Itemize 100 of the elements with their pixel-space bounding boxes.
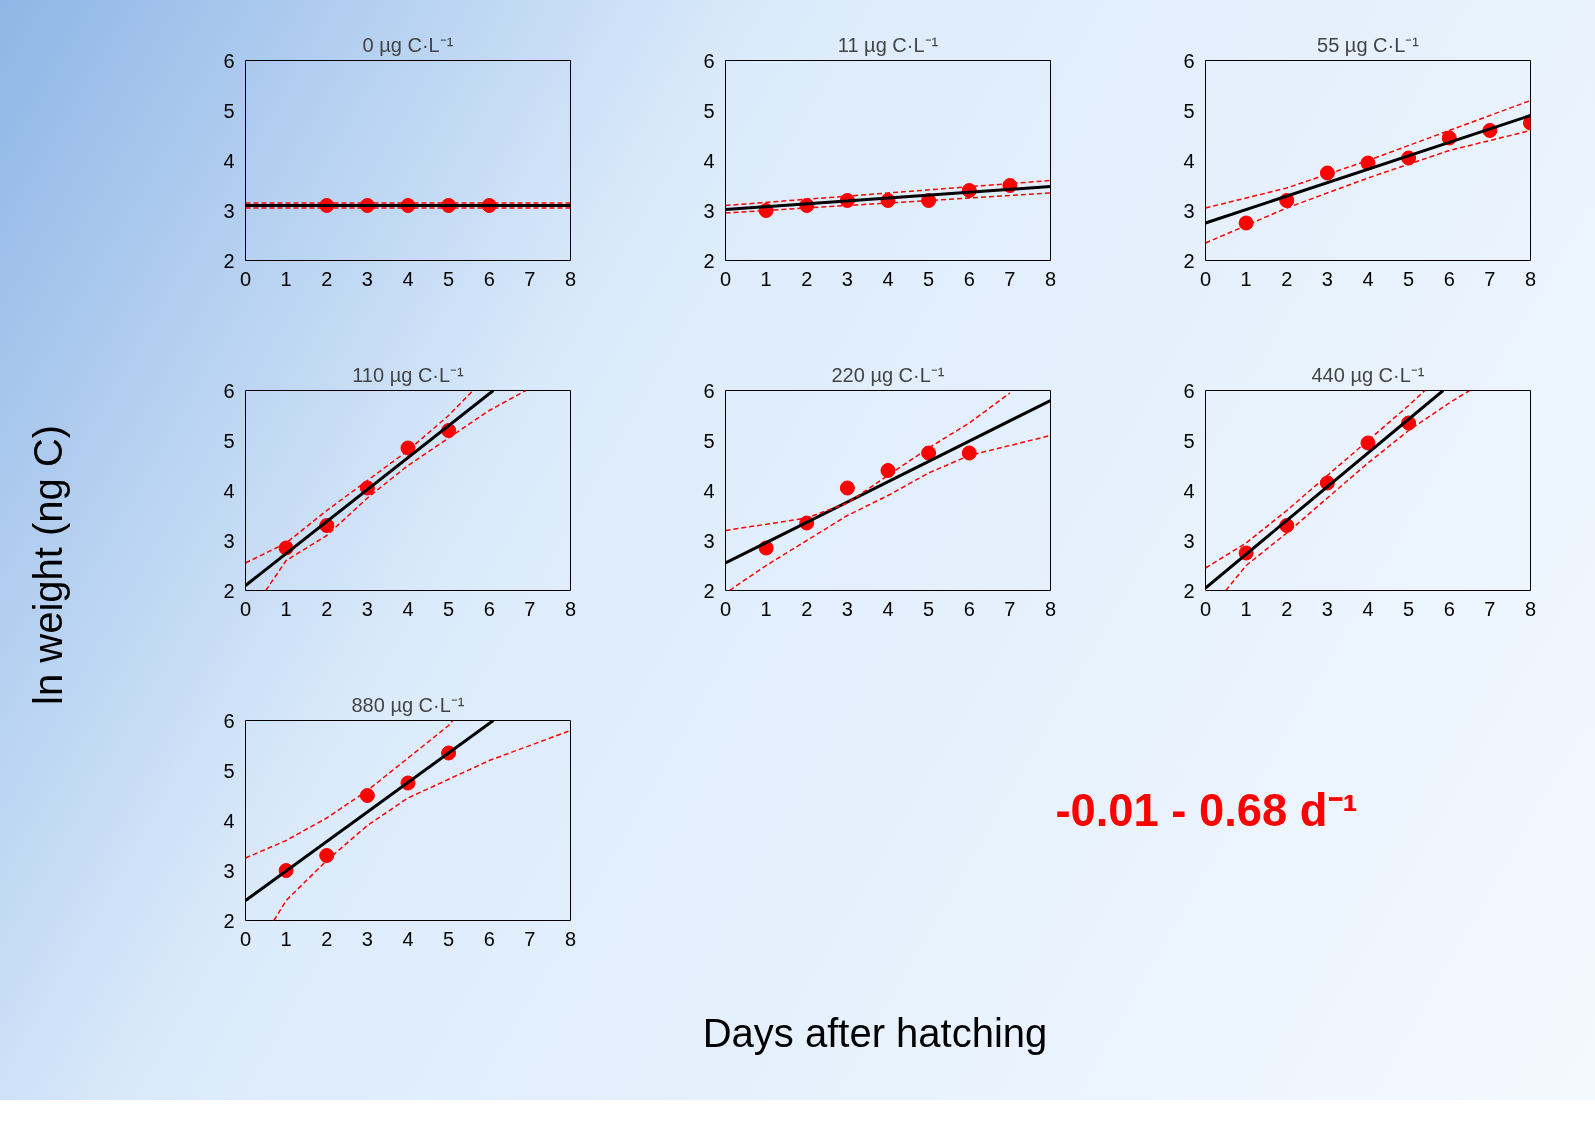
y-tick-label: 2 (703, 579, 715, 602)
x-tick-label: 6 (963, 597, 975, 620)
x-tick-label: 4 (1362, 267, 1374, 290)
point (961, 445, 977, 461)
y-tick-label: 3 (703, 199, 715, 222)
x-tick-label: 3 (361, 597, 373, 620)
y-tick-label: 4 (703, 479, 715, 502)
y-tick-label: 4 (223, 809, 235, 832)
x-tick-label: 7 (1004, 267, 1016, 290)
y-tick-label: 3 (703, 529, 715, 552)
x-tick-label: 4 (402, 267, 414, 290)
chart-title: 220 µg C·L⁻¹ (831, 363, 945, 386)
y-tick-label: 6 (223, 379, 235, 402)
y-tick-label: 3 (223, 199, 235, 222)
x-tick-label: 8 (1044, 597, 1057, 620)
text: -0.01 - 0.68 d⁻¹ (1055, 785, 1358, 836)
x-tick-label: 5 (923, 597, 935, 620)
y-tick-label: 4 (223, 149, 235, 172)
y-tick-label: 5 (703, 429, 715, 452)
y-tick-label: 6 (703, 379, 715, 402)
line-series (728, 434, 1051, 591)
line-series (725, 392, 1011, 532)
y-tick-label: 5 (1183, 99, 1195, 122)
x-tick-label: 0 (719, 597, 732, 620)
point (359, 788, 375, 803)
x-tick-label: 6 (483, 597, 495, 620)
x-tick-label: 2 (801, 267, 813, 290)
y-tick-label: 4 (1183, 479, 1195, 502)
y-tick-label: 6 (223, 49, 235, 72)
x-tick-label: 6 (483, 927, 495, 950)
y-tick-label: 6 (1183, 49, 1195, 72)
x-tick-label: 2 (321, 927, 333, 950)
chart-title: 11 µg C·L⁻¹ (837, 33, 939, 56)
x-tick-label: 7 (524, 927, 536, 950)
chart-title: 0 µg C·L⁻¹ (362, 33, 454, 56)
x-tick-label: 8 (1524, 597, 1537, 620)
x-tick-label: 4 (1362, 597, 1374, 620)
y-tick-label: 2 (1183, 249, 1195, 272)
x-tick-label: 5 (443, 597, 455, 620)
y-tick-label: 3 (1183, 529, 1195, 552)
x-tick-label: 2 (321, 597, 333, 620)
point (1238, 215, 1254, 231)
x-tick-label: 6 (1443, 597, 1455, 620)
y-tick-label: 6 (703, 49, 715, 72)
x-tick-label: 4 (882, 597, 894, 620)
x-tick-label: 0 (239, 267, 252, 290)
y-tick-label: 3 (223, 859, 235, 882)
x-tick-label: 3 (361, 267, 373, 290)
x-tick-label: 8 (564, 927, 577, 950)
y-tick-label: 5 (1183, 429, 1195, 452)
point (839, 480, 855, 496)
text: ln weight (ng C) (25, 424, 71, 705)
x-tick-label: 8 (564, 267, 577, 290)
chart-title: 110 µg C·L⁻¹ (352, 363, 465, 386)
x-tick-label: 1 (280, 597, 292, 620)
y-tick-label: 2 (223, 579, 235, 602)
line-series (1225, 390, 1471, 591)
y-tick-label: 2 (703, 249, 715, 272)
x-tick-label: 8 (1524, 267, 1537, 290)
x-tick-label: 7 (1004, 597, 1016, 620)
line-series (265, 390, 527, 591)
chart-title: 55 µg C·L⁻¹ (1317, 33, 1420, 56)
point (1319, 165, 1335, 181)
x-tick-label: 2 (1281, 267, 1293, 290)
x-tick-label: 1 (760, 597, 772, 620)
x-tick-label: 5 (923, 267, 935, 290)
x-tick-label: 2 (801, 597, 813, 620)
x-tick-label: 1 (1240, 267, 1252, 290)
chart-title: 880 µg C·L⁻¹ (351, 693, 465, 716)
x-tick-label: 3 (1321, 597, 1333, 620)
point (921, 445, 937, 461)
line-series (273, 729, 571, 921)
chart-title: 440 µg C·L⁻¹ (1311, 363, 1425, 386)
y-tick-label: 3 (223, 529, 235, 552)
x-tick-label: 6 (963, 267, 975, 290)
point (880, 463, 896, 478)
y-tick-label: 6 (223, 709, 235, 732)
x-tick-label: 0 (1199, 597, 1212, 620)
x-tick-label: 6 (483, 267, 495, 290)
line-series (245, 720, 454, 859)
x-tick-label: 3 (841, 267, 853, 290)
line-series (245, 390, 474, 564)
y-tick-label: 4 (223, 479, 235, 502)
point (319, 848, 335, 863)
x-tick-label: 4 (882, 267, 894, 290)
x-tick-label: 5 (443, 267, 455, 290)
x-tick-label: 6 (1443, 267, 1455, 290)
x-tick-label: 2 (1281, 597, 1293, 620)
y-tick-label: 4 (703, 149, 715, 172)
x-tick-label: 1 (280, 267, 292, 290)
x-tick-label: 1 (1240, 597, 1252, 620)
x-tick-label: 8 (564, 597, 577, 620)
y-tick-label: 2 (1183, 579, 1195, 602)
x-tick-label: 5 (1403, 597, 1415, 620)
y-tick-label: 4 (1183, 149, 1195, 172)
x-tick-label: 7 (524, 267, 536, 290)
x-tick-label: 2 (321, 267, 333, 290)
x-tick-label: 1 (280, 927, 292, 950)
line-series (1205, 390, 1426, 569)
x-tick-label: 8 (1044, 267, 1057, 290)
